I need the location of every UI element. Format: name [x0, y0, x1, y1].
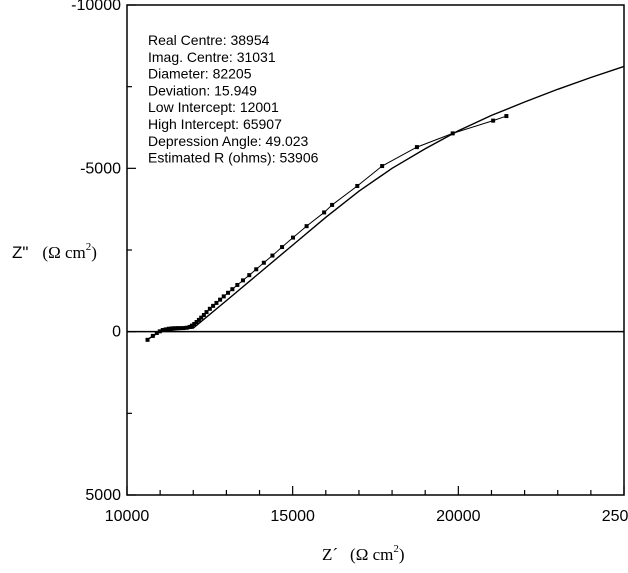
data-point	[192, 321, 197, 326]
data-point	[322, 210, 327, 215]
data-point	[166, 326, 171, 331]
plot-frame	[126, 4, 625, 496]
data-point	[145, 337, 150, 342]
x-axis-title-symbol: Z´	[322, 545, 338, 564]
y-axis-title-symbol: Z"	[12, 243, 28, 262]
fit-parameter-line: Depression Angle: 49.023	[148, 133, 309, 149]
fit-parameter-line: Low Intercept: 12001	[148, 99, 279, 115]
fit-parameter-line: Real Centre: 38954	[148, 32, 270, 48]
data-point	[175, 326, 180, 331]
y-axis-title-unit: (Ω cm	[42, 243, 85, 262]
y-axis-title-close: )	[91, 243, 97, 262]
data-point	[504, 114, 509, 119]
data-point	[211, 303, 216, 308]
y-tick-label: 5000	[85, 487, 121, 504]
data-points-group	[145, 114, 509, 342]
y-tick-label: 0	[112, 324, 121, 341]
data-point	[178, 326, 183, 331]
fit-parameter-line: High Intercept: 65907	[148, 116, 282, 132]
x-tick-label: 10000	[105, 508, 150, 525]
data-point	[491, 118, 496, 123]
data-point	[199, 315, 204, 320]
fit-parameter-line: Estimated R (ohms): 53906	[148, 150, 319, 166]
x-tick-label: 15000	[270, 508, 315, 525]
data-point	[450, 131, 455, 136]
data-point	[163, 327, 168, 332]
data-point	[214, 300, 219, 305]
data-point	[270, 253, 275, 258]
x-axis-title-close: )	[399, 545, 405, 564]
data-point	[414, 145, 419, 150]
fit-parameter-line: Deviation: 15.949	[148, 82, 257, 98]
data-point	[355, 183, 360, 188]
data-point	[221, 294, 226, 299]
data-point	[187, 324, 192, 329]
y-tick-label: -10000	[71, 0, 121, 14]
x-axis-title-unit: (Ω cm	[350, 545, 393, 564]
data-point	[196, 317, 201, 322]
data-point	[172, 326, 177, 331]
data-point	[230, 287, 235, 292]
data-point	[169, 326, 174, 331]
data-point	[290, 235, 295, 240]
data-point	[207, 306, 212, 311]
x-axis-title: Z´ (Ω cm2)	[322, 543, 405, 564]
data-point	[380, 164, 385, 169]
x-axis-title-exp: 2	[393, 543, 399, 555]
data-point	[160, 328, 165, 333]
data-point	[204, 310, 209, 315]
data-point	[261, 260, 266, 265]
data-point	[240, 278, 245, 283]
data-point	[181, 326, 186, 331]
data-point	[194, 320, 199, 325]
y-tick-label: -5000	[80, 160, 121, 177]
data-point	[280, 245, 285, 250]
data-point	[247, 273, 252, 278]
x-tick-label: 20000	[436, 508, 481, 525]
fit-parameter-line: Imag. Centre: 31031	[148, 49, 276, 65]
data-point	[201, 313, 206, 318]
data-point	[218, 297, 223, 302]
data-point	[226, 290, 231, 295]
y-axis-title-exp: 2	[86, 241, 92, 253]
data-point	[254, 267, 259, 272]
data-point	[189, 323, 194, 328]
data-point	[150, 333, 155, 338]
y-axis-title: Z" (Ω cm2)	[12, 241, 97, 262]
data-point	[330, 202, 335, 207]
fit-parameter-line: Diameter: 82205	[148, 66, 252, 82]
data-point	[154, 330, 159, 335]
data-point	[304, 224, 309, 229]
data-point	[184, 325, 189, 330]
x-tick-label: 25000	[602, 508, 628, 525]
data-point	[235, 282, 240, 287]
